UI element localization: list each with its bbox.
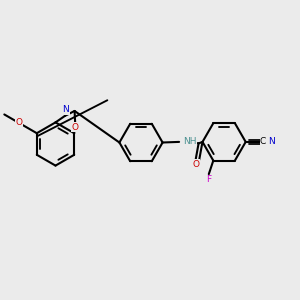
Text: F: F <box>206 175 212 184</box>
Text: NH: NH <box>183 136 196 146</box>
Text: N: N <box>62 106 69 115</box>
Text: O: O <box>15 118 22 127</box>
Text: C: C <box>260 137 266 146</box>
Text: N: N <box>268 137 274 146</box>
Text: O: O <box>193 160 200 169</box>
Text: O: O <box>72 123 79 132</box>
